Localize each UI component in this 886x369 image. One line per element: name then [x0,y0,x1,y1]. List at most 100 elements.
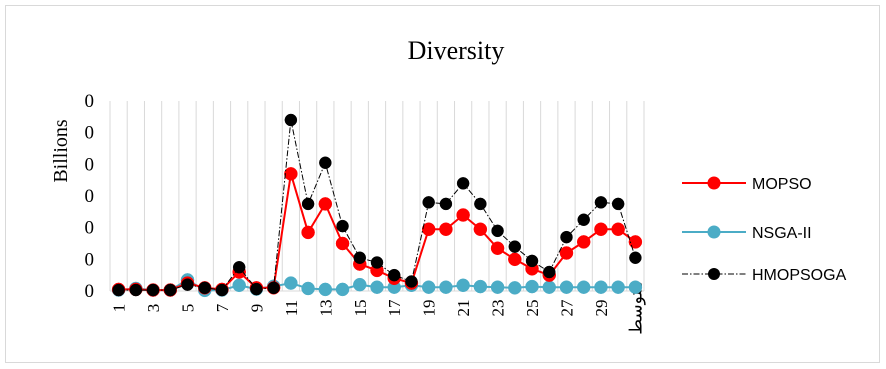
x-tick-labels: 1 3 5 7 9 11 13 15 17 19 21 23 25 27 29 متوسط [110,281,647,334]
data-point-hmopsoga [146,283,160,297]
data-point-hmopsoga [164,283,177,297]
data-point-hmopsoga [405,275,418,288]
data-point-nsga-ii [439,280,453,294]
x-tick-label: 5 [179,304,198,313]
x-tick-label: 7 [213,303,232,312]
data-point-nsga-ii [611,280,625,294]
legend-label: MOPSO [752,176,812,193]
legend-label: NSGA-II [752,225,812,242]
data-point-mopso [490,241,505,255]
legend-marker [707,225,721,239]
data-point-mopso [576,235,591,249]
data-point-hmopsoga [560,230,573,244]
data-point-nsga-ii [301,281,315,296]
x-tick-label: متوسط [626,281,646,334]
data-point-hmopsoga [629,251,642,264]
series-group [111,113,643,298]
data-point-mopso [594,222,608,236]
x-tick-label: 1 [110,304,129,313]
x-tick-label: 19 [420,300,439,317]
data-point-nsga-ii [232,278,246,293]
data-point-nsga-ii [284,276,298,290]
y-tick-label: 0 [85,91,95,112]
x-tick-label: 27 [557,299,576,317]
data-point-hmopsoga [387,268,401,282]
x-tick-label: 21 [454,300,473,317]
x-tick-label: 13 [316,300,335,317]
data-point-hmopsoga [456,177,470,190]
data-point-hmopsoga [439,197,453,211]
chart-title: Diversity [408,36,505,65]
data-point-nsga-ii [335,282,350,297]
data-point-mopso [421,222,436,236]
y-tick-label: 0 [85,154,95,175]
data-point-mopso [335,236,350,251]
legend-label: HMOPSOGA [752,267,847,284]
y-tick-label: 0 [85,123,95,144]
data-point-hmopsoga [181,278,194,291]
data-point-mopso [318,197,333,211]
y-tick-label: 0 [85,218,95,239]
data-point-hmopsoga [525,254,539,268]
y-tick-labels: 0 0 0 0 0 0 0 [85,91,95,302]
y-tick-label: 0 [85,186,95,207]
data-point-mopso [473,222,488,236]
x-tick-label: 15 [351,300,370,317]
data-point-hmopsoga [319,156,332,169]
y-tick-label: 0 [85,281,95,302]
data-point-hmopsoga [370,256,384,269]
data-point-hmopsoga [301,197,315,211]
legend: MOPSO NSGA-II HMOPSOGA [682,176,847,284]
data-point-mopso [628,235,643,249]
data-point-mopso [284,167,298,181]
data-point-mopso [301,225,315,240]
data-point-hmopsoga [491,224,504,238]
data-point-nsga-ii [576,280,591,294]
data-point-hmopsoga [112,283,125,297]
data-point-nsga-ii [490,280,505,294]
data-point-nsga-ii [628,280,643,294]
data-point-mopso [508,252,522,267]
data-point-hmopsoga [267,281,280,295]
x-tick-label: 11 [282,300,301,316]
data-point-hmopsoga [353,251,367,264]
data-point-hmopsoga [129,283,143,297]
x-tick-label: 23 [489,300,508,317]
data-point-hmopsoga [543,265,556,279]
data-point-nsga-ii [353,277,367,292]
x-tick-label: 25 [523,300,542,317]
data-point-nsga-ii [508,281,522,295]
data-point-nsga-ii [525,279,539,294]
data-point-mopso [559,246,574,260]
data-point-hmopsoga [198,281,211,295]
x-tick-label: 9 [247,304,266,313]
data-point-nsga-ii [318,282,333,297]
y-axis-label: Billions [50,119,72,183]
data-point-mopso [611,222,625,236]
data-point-hmopsoga [422,196,435,209]
legend-marker [708,268,720,280]
x-tick-label: 29 [592,300,611,317]
data-point-nsga-ii [594,280,608,294]
data-point-nsga-ii [421,280,436,294]
data-point-hmopsoga [284,113,298,127]
x-tick-label: 17 [385,299,404,317]
data-point-hmopsoga [594,196,608,209]
data-point-mopso [439,222,453,236]
data-point-hmopsoga [250,282,263,296]
data-point-hmopsoga [508,240,522,253]
x-tick-label: 3 [144,304,163,313]
data-point-nsga-ii [370,280,384,294]
data-point-hmopsoga [232,261,246,274]
data-point-hmopsoga [474,197,487,211]
data-point-nsga-ii [559,280,574,294]
data-point-hmopsoga [336,219,349,233]
data-point-nsga-ii [542,280,557,294]
data-point-nsga-ii [473,279,488,294]
data-point-hmopsoga [611,197,625,211]
y-tick-label: 0 [85,249,95,270]
data-point-hmopsoga [577,213,590,226]
data-point-nsga-ii [456,278,470,293]
